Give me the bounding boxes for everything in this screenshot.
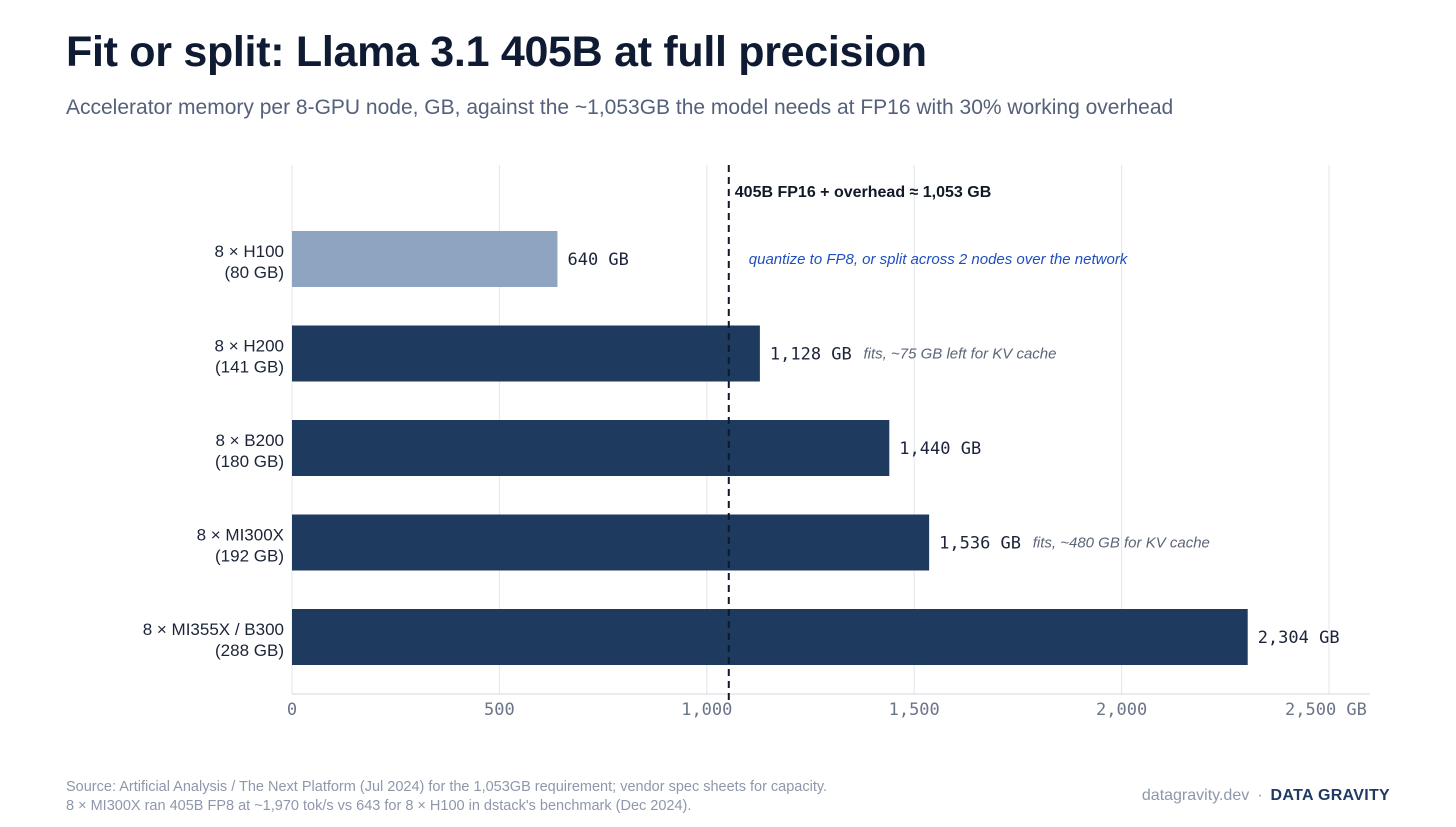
- x-tick-label-3: 1,500: [889, 700, 940, 720]
- source-line-1: Source: Artificial Analysis / The Next P…: [66, 779, 828, 795]
- split-annotation: quantize to FP8, or split across 2 nodes…: [749, 251, 1129, 268]
- bar-2: [292, 420, 890, 476]
- bar-1: [292, 325, 760, 382]
- x-tick-label-2: 1,000: [681, 700, 732, 720]
- chart-title: Fit or split: Llama 3.1 405B at full pre…: [66, 28, 927, 76]
- x-tick-label-4: 2,000: [1096, 700, 1147, 720]
- value-label-3: 1,536 GB: [939, 534, 1021, 554]
- value-label-2: 1,440 GB: [899, 439, 981, 459]
- bar-4: [292, 609, 1248, 665]
- brand-site: datagravity.dev: [1141, 787, 1250, 804]
- category-label-2: 8 × B200: [215, 431, 284, 450]
- value-label-0: 640 GB: [567, 250, 628, 270]
- category-sublabel-3: (192 GB): [215, 547, 284, 566]
- value-label-1: 1,128 GB: [770, 345, 852, 365]
- x-tick-label-1: 500: [484, 700, 515, 720]
- category-label-0: 8 × H100: [215, 242, 284, 261]
- brand-name: DATA GRAVITY: [1270, 787, 1390, 804]
- bar-chart: 0 500 1,000 1,500 2,000 2,500 GB 8 × H100 (80 G…: [143, 165, 1370, 720]
- source-line-2: 8 × MI300X ran 405B FP8 at ~1,970 tok/s …: [66, 798, 692, 814]
- bar-0: [292, 231, 558, 287]
- brand-footer: datagravity.dev · DATA GRAVITY: [1142, 787, 1390, 805]
- category-sublabel-0: (80 GB): [224, 263, 284, 282]
- category-sublabel-4: (288 GB): [215, 641, 284, 660]
- category-sublabel-1: (141 GB): [215, 358, 284, 377]
- x-tick-label-0: 0: [287, 700, 297, 720]
- bar-note-1: fits, ~75 GB left for KV cache: [863, 346, 1056, 363]
- chart-subtitle: Accelerator memory per 8-GPU node, GB, a…: [66, 96, 1174, 119]
- category-label-1: 8 × H200: [215, 337, 284, 356]
- category-sublabel-2: (180 GB): [215, 452, 284, 471]
- category-label-4: 8 × MI355X / B300: [143, 620, 284, 639]
- bar-note-3: fits, ~480 GB for KV cache: [1033, 535, 1210, 552]
- reference-line-label: 405B FP16 + overhead ≈ 1,053 GB: [735, 184, 991, 201]
- source-note: Source: Artificial Analysis / The Next P…: [66, 778, 827, 816]
- brand-separator: ·: [1257, 787, 1263, 804]
- x-tick-label-5: 2,500 GB: [1285, 700, 1367, 720]
- value-label-4: 2,304 GB: [1258, 628, 1340, 648]
- category-label-3: 8 × MI300X: [197, 526, 284, 545]
- bar-3: [292, 514, 930, 571]
